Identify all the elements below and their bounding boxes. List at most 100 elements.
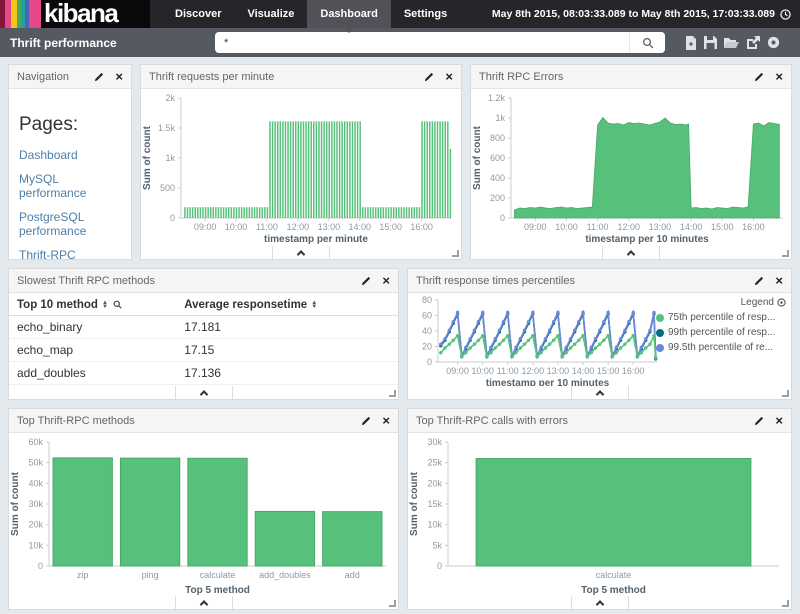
legend-label: 75th percentile of resp... bbox=[668, 312, 776, 323]
remove-panel-icon[interactable]: × bbox=[445, 69, 453, 84]
column-header-method[interactable]: Top 10 method ▲ ▼ bbox=[9, 294, 177, 316]
resize-handle[interactable] bbox=[782, 250, 789, 257]
svg-text:Top 5 method: Top 5 method bbox=[185, 585, 250, 596]
svg-text:11:00: 11:00 bbox=[256, 222, 278, 232]
svg-text:600: 600 bbox=[490, 153, 505, 163]
svg-text:0: 0 bbox=[170, 213, 175, 223]
edit-panel-icon[interactable] bbox=[361, 276, 371, 286]
remove-panel-icon[interactable]: × bbox=[382, 273, 390, 288]
filter-search-icon[interactable] bbox=[113, 300, 122, 309]
chevron-up-icon bbox=[626, 249, 636, 259]
svg-text:14:00: 14:00 bbox=[348, 222, 371, 232]
remove-panel-icon[interactable]: × bbox=[775, 413, 783, 428]
query-input[interactable] bbox=[215, 36, 629, 49]
panel-title: Top Thrift-RPC methods bbox=[17, 414, 135, 427]
table-cell: 17.136 bbox=[176, 361, 398, 385]
column-header-responsetime[interactable]: Average responsetime ▲ ▼ bbox=[176, 294, 398, 316]
resize-handle[interactable] bbox=[782, 390, 789, 397]
nav-item-settings[interactable]: Settings bbox=[403, 8, 448, 20]
nav-item-discover[interactable]: Discover bbox=[175, 8, 222, 20]
nav-item-visualize[interactable]: Visualize bbox=[247, 8, 295, 20]
svg-text:30k: 30k bbox=[28, 499, 43, 509]
legend-label: 99th percentile of resp... bbox=[668, 327, 776, 338]
remove-panel-icon[interactable]: × bbox=[115, 69, 123, 84]
remove-panel-icon[interactable]: × bbox=[775, 69, 783, 84]
collapse-panel-button[interactable] bbox=[174, 386, 233, 399]
svg-text:5k: 5k bbox=[432, 540, 442, 550]
legend-item-99th[interactable]: 99th percentile of resp... bbox=[656, 327, 786, 338]
edit-panel-icon[interactable] bbox=[754, 276, 764, 286]
dashboard-actions bbox=[665, 35, 800, 50]
svg-text:13:00: 13:00 bbox=[318, 222, 341, 232]
resize-handle[interactable] bbox=[782, 600, 789, 607]
brand-title: kibana bbox=[44, 0, 119, 28]
options-button[interactable] bbox=[767, 36, 780, 49]
svg-text:20k: 20k bbox=[28, 520, 43, 530]
page-link-mysql[interactable]: MySQL performance bbox=[19, 172, 87, 200]
panel-top-methods: Top Thrift-RPC methods × 0 10k 20k 30k 40k 50… bbox=[8, 408, 399, 610]
svg-text:Sum of count: Sum of count bbox=[409, 471, 420, 536]
legend-toggle[interactable]: Legend bbox=[656, 297, 786, 308]
table-row: echo_binary 17.181 bbox=[9, 315, 398, 339]
column-label: Top 10 method bbox=[17, 299, 98, 311]
column-label: Average responsetime bbox=[184, 299, 308, 311]
svg-text:10k: 10k bbox=[28, 540, 43, 550]
open-folder-icon bbox=[724, 37, 740, 48]
kibana-logo[interactable]: kibana bbox=[0, 0, 150, 28]
legend-item-75th[interactable]: 75th percentile of resp... bbox=[656, 312, 786, 323]
resize-handle[interactable] bbox=[389, 390, 396, 397]
edit-panel-icon[interactable] bbox=[754, 72, 764, 82]
svg-text:add: add bbox=[345, 570, 360, 580]
top-calls-errors-chart: 0 5k 10k 15k 20k 25k 30k Top 5 method Sum of cou… bbox=[409, 437, 779, 596]
svg-text:15:00: 15:00 bbox=[597, 366, 620, 376]
panel-title: Thrift RPC Errors bbox=[479, 70, 564, 83]
svg-text:timestamp per 10 minutes: timestamp per 10 minutes bbox=[486, 378, 610, 386]
time-range-picker[interactable]: May 8th 2015, 08:03:33.089 to May 8th 20… bbox=[492, 0, 800, 28]
page-link-postgresql[interactable]: PostgreSQL performance bbox=[19, 210, 87, 238]
svg-text:60k: 60k bbox=[28, 437, 43, 447]
collapse-panel-button[interactable] bbox=[174, 596, 233, 609]
load-dashboard-button[interactable] bbox=[724, 37, 740, 49]
resize-handle[interactable] bbox=[389, 600, 396, 607]
panel-title: Navigation bbox=[17, 70, 69, 83]
svg-text:12:00: 12:00 bbox=[522, 366, 545, 376]
page-link-thrift-rpc[interactable]: Thrift-RPC performance bbox=[19, 248, 76, 259]
table-cell: 17.15 bbox=[176, 338, 398, 362]
page-link-dashboard[interactable]: Dashboard bbox=[19, 148, 78, 162]
svg-text:zip: zip bbox=[77, 570, 89, 580]
svg-text:10:00: 10:00 bbox=[225, 222, 248, 232]
collapse-panel-button[interactable] bbox=[570, 386, 629, 399]
panel-title: Thrift requests per minute bbox=[149, 70, 275, 83]
edit-panel-icon[interactable] bbox=[361, 416, 371, 426]
panel-response-percentiles: Thrift response times percentiles × 0 20 4… bbox=[407, 268, 792, 400]
save-dashboard-button[interactable] bbox=[704, 36, 718, 49]
search-button[interactable] bbox=[629, 32, 665, 53]
share-dashboard-button[interactable] bbox=[746, 36, 760, 49]
edit-panel-icon[interactable] bbox=[94, 72, 104, 82]
remove-panel-icon[interactable]: × bbox=[382, 413, 390, 428]
remove-panel-icon[interactable]: × bbox=[775, 273, 783, 288]
svg-text:10:00: 10:00 bbox=[471, 366, 494, 376]
nav-item-dashboard[interactable]: Dashboard bbox=[307, 0, 391, 33]
edit-panel-icon[interactable] bbox=[424, 72, 434, 82]
svg-text:20k: 20k bbox=[427, 478, 442, 488]
svg-text:12:00: 12:00 bbox=[287, 222, 310, 232]
svg-text:timestamp per minute: timestamp per minute bbox=[264, 234, 368, 245]
time-range-label: May 8th 2015, 08:03:33.089 to May 8th 20… bbox=[491, 8, 775, 20]
svg-text:40: 40 bbox=[422, 326, 432, 336]
edit-panel-icon[interactable] bbox=[754, 416, 764, 426]
methods-table: Top 10 method ▲ ▼ Average responsetime ▲ ▼ e… bbox=[9, 294, 398, 386]
settings-gear-icon bbox=[768, 36, 780, 49]
new-dashboard-button[interactable] bbox=[685, 35, 697, 50]
sort-icon: ▲ ▼ bbox=[311, 299, 318, 310]
collapse-panel-button[interactable] bbox=[272, 246, 330, 259]
svg-text:1.5k: 1.5k bbox=[158, 123, 176, 133]
svg-text:09:00: 09:00 bbox=[524, 222, 547, 232]
resize-handle[interactable] bbox=[452, 250, 459, 257]
collapse-panel-button[interactable] bbox=[602, 246, 660, 259]
legend-item-99-5th[interactable]: 99.5th percentile of re... bbox=[656, 342, 786, 353]
table-cell: echo_binary bbox=[9, 315, 177, 339]
collapse-panel-button[interactable] bbox=[570, 596, 629, 609]
svg-text:1.2k: 1.2k bbox=[488, 93, 506, 103]
chevron-up-icon bbox=[199, 389, 208, 399]
